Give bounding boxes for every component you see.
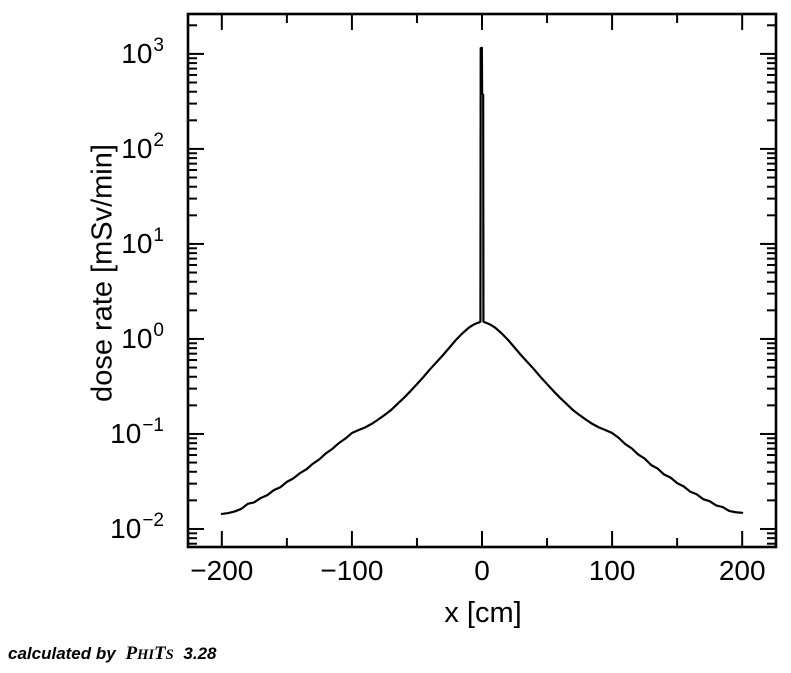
y-axis-title: dose rate [mSv/min] (86, 144, 119, 402)
y-tick-label-1e-1: 10−1 (110, 413, 164, 455)
x-tick-label-200: 200 (718, 555, 766, 586)
y-tick-base: 10 (110, 417, 142, 449)
y-tick-exponent: 3 (153, 34, 164, 56)
x-tick-label-m200: −200 (190, 555, 254, 586)
phits-letter: P (125, 643, 138, 664)
y-tick-label-1e3: 103 (121, 33, 164, 75)
x-axis-title: x [cm] (444, 597, 522, 629)
y-tick-exponent: 1 (153, 224, 164, 246)
y-tick-label-1e-2: 10−2 (110, 508, 164, 550)
y-tick-base: 10 (121, 37, 153, 69)
x-tick-label-m100: −100 (320, 555, 384, 586)
phits-letter: S (165, 647, 174, 663)
phits-logo: PHITS (125, 643, 174, 664)
y-tick-exponent: 0 (153, 319, 164, 341)
x-tick-label-100: 100 (588, 555, 636, 586)
credit-prefix: calculated by (8, 644, 116, 663)
y-tick-exponent: 2 (153, 129, 164, 151)
y-tick-base: 10 (110, 512, 142, 544)
axis-ticks (188, 14, 776, 547)
y-tick-base: 10 (121, 322, 153, 354)
y-tick-exponent: −1 (142, 414, 164, 436)
credit-line: calculated by PHITS 3.28 (8, 643, 217, 665)
y-tick-label-1e1: 101 (121, 223, 164, 265)
x-tick-label-0: 0 (474, 555, 490, 586)
credit-version: 3.28 (183, 644, 217, 663)
dose-rate-curve (220, 46, 744, 516)
phits-letter: HI (137, 647, 154, 663)
y-tick-label-1e2: 102 (121, 128, 164, 170)
y-tick-exponent: −2 (142, 509, 164, 531)
y-tick-base: 10 (121, 132, 153, 164)
y-tick-base: 10 (121, 227, 153, 259)
phits-letter: T (153, 643, 166, 664)
y-tick-label-1e0: 100 (121, 318, 164, 360)
